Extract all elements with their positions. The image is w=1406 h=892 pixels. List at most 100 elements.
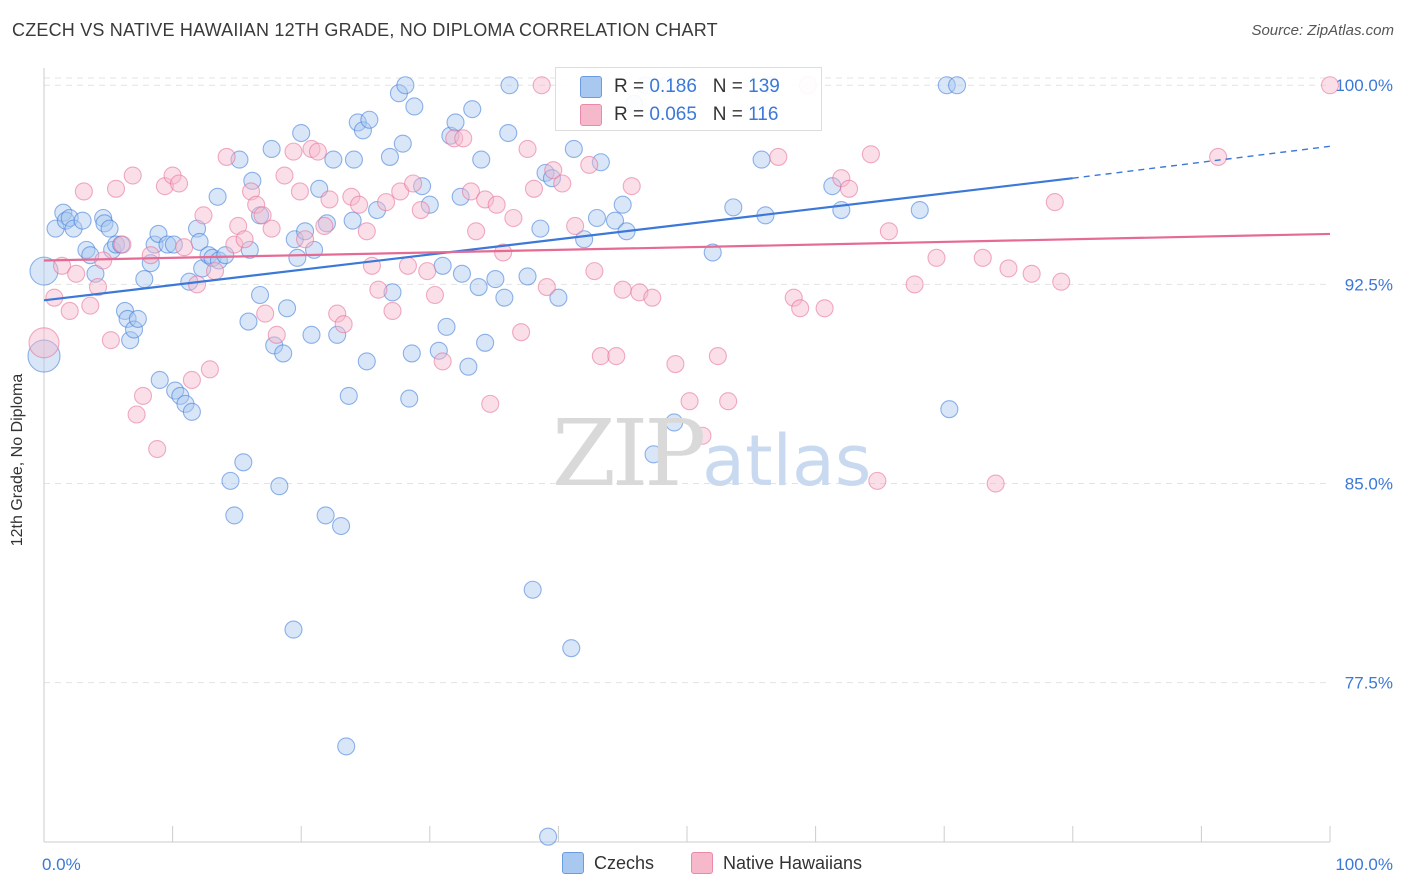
point-0-134 <box>948 76 967 95</box>
point-1-92 <box>791 299 810 318</box>
point-0-84 <box>402 344 421 363</box>
point-0-40 <box>208 187 227 206</box>
point-1-97 <box>861 145 880 164</box>
point-1-15 <box>141 246 160 265</box>
point-1-57 <box>418 262 437 281</box>
point-0-116 <box>605 211 625 230</box>
correlation-legend: R = 0.186 N = 139 R = 0.065 N = 116 <box>555 67 822 131</box>
point-0-76 <box>360 110 379 129</box>
point-1-27 <box>225 235 244 254</box>
point-0-133 <box>940 400 959 419</box>
point-1-101 <box>927 248 946 267</box>
point-1-41 <box>308 142 327 161</box>
point-0-53 <box>270 477 289 496</box>
point-1-10 <box>106 179 126 198</box>
point-1-6 <box>81 296 100 315</box>
point-1-84 <box>643 288 662 307</box>
point-0-79 <box>383 283 402 302</box>
point-0-13 <box>100 219 119 238</box>
point-1-53 <box>391 182 410 201</box>
point-1-102 <box>973 248 992 267</box>
legend-label-native-hawaiians: Native Hawaiians <box>723 852 863 873</box>
point-0-123 <box>665 413 684 432</box>
point-0-112 <box>564 139 583 159</box>
point-1-3 <box>60 301 79 320</box>
point-1-108 <box>1209 147 1228 166</box>
point-1-24 <box>200 360 219 379</box>
point-0-105 <box>523 580 542 599</box>
point-0-19 <box>121 331 140 350</box>
point-0-42 <box>221 471 240 490</box>
y-axis-label: 12th Grade, No Diploma <box>9 373 26 547</box>
point-1-2 <box>52 256 72 275</box>
point-0-12 <box>95 214 114 233</box>
trend-line-extension-czechs <box>1072 145 1331 179</box>
point-1-9 <box>101 331 120 350</box>
point-1-71 <box>524 179 544 198</box>
point-1-99 <box>879 222 898 241</box>
point-1-106 <box>1045 193 1064 212</box>
point-1-81 <box>613 280 632 299</box>
x-tick-label-1: 100.0% <box>1335 855 1393 874</box>
point-0-102 <box>499 123 518 143</box>
point-1-70 <box>518 139 537 159</box>
chart-title: CZECH VS NATIVE HAWAIIAN 12TH GRADE, NO … <box>12 20 718 40</box>
point-1-12 <box>123 166 142 185</box>
point-0-97 <box>469 277 488 297</box>
point-0-96 <box>463 100 482 119</box>
point-0-90 <box>437 317 456 336</box>
point-0-25 <box>150 370 169 390</box>
point-1-61 <box>454 129 473 148</box>
r-value-native-hawaiians: 0.065 <box>649 104 697 125</box>
point-0-104 <box>518 267 537 286</box>
point-1-35 <box>267 325 286 344</box>
point-1-63 <box>467 222 486 241</box>
point-0-100 <box>486 270 505 289</box>
point-1-29 <box>235 230 254 249</box>
point-0-87 <box>420 195 439 214</box>
point-0-121 <box>644 445 663 464</box>
point-1-39 <box>296 230 315 249</box>
point-1-48 <box>357 222 376 241</box>
point-0-20 <box>124 320 144 339</box>
point-1-43 <box>320 190 339 209</box>
point-0-126 <box>752 150 771 169</box>
point-0-99 <box>476 333 495 352</box>
point-1-23 <box>194 206 213 225</box>
point-0-83 <box>400 389 419 408</box>
point-0-58 <box>288 248 307 267</box>
n-label: N = <box>712 104 749 125</box>
point-0-93 <box>451 187 470 206</box>
point-1-104 <box>999 259 1018 278</box>
point-0-82 <box>396 76 415 95</box>
point-1-69 <box>512 323 531 342</box>
point-1-47 <box>350 195 369 214</box>
point-0-132 <box>937 76 956 95</box>
point-0-45 <box>234 453 253 472</box>
czechs-legend-swatch <box>562 852 584 874</box>
point-0-66 <box>324 150 343 169</box>
point-0-1 <box>27 339 61 373</box>
series-legend: Czechs Native Hawaiians <box>0 852 1406 878</box>
point-1-62 <box>461 182 481 201</box>
point-0-111 <box>562 639 581 658</box>
point-1-16 <box>148 439 167 459</box>
legend-item-czechs[interactable]: Czechs <box>562 852 654 874</box>
point-1-11 <box>113 235 132 254</box>
point-0-15 <box>106 235 126 254</box>
point-0-131 <box>910 200 929 220</box>
point-1-96 <box>839 179 859 198</box>
legend-item-native-hawaiians[interactable]: Native Hawaiians <box>691 852 862 874</box>
point-1-77 <box>580 155 599 174</box>
point-0-69 <box>337 737 356 756</box>
point-1-64 <box>476 190 495 209</box>
point-1-52 <box>383 301 402 320</box>
point-1-20 <box>175 238 194 257</box>
point-1-22 <box>187 275 207 294</box>
point-1-4 <box>67 264 86 283</box>
point-0-103 <box>500 76 519 95</box>
point-0-29 <box>166 381 185 400</box>
native-hawaiians-legend-swatch <box>691 852 713 874</box>
point-1-88 <box>708 347 727 366</box>
point-1-87 <box>693 426 712 445</box>
